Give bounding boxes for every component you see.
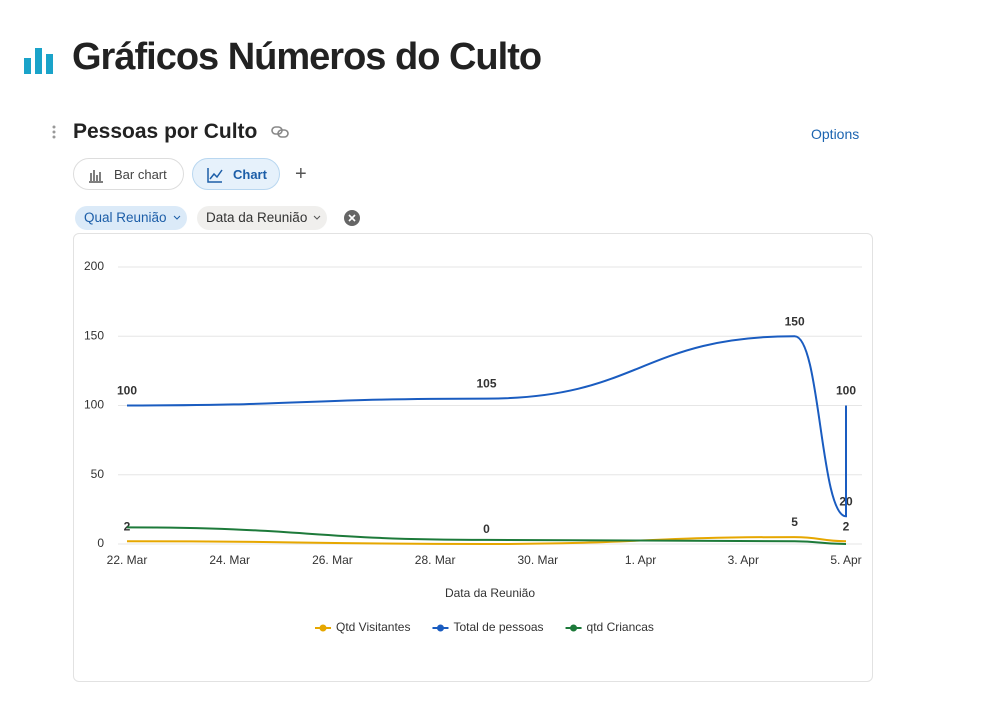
chevron (313, 215, 321, 220)
data-label: 2 (843, 519, 850, 533)
filter-label: Data da Reunião (206, 210, 308, 225)
x-axis-title: Data da Reunião (445, 586, 535, 600)
x-tick-label: 30. Mar (518, 553, 559, 567)
tab-label: Chart (233, 167, 267, 182)
tab-label: Bar chart (114, 167, 167, 182)
data-label: 0 (483, 522, 490, 536)
chevron (173, 215, 180, 220)
chart-card (73, 233, 873, 682)
legend-label: Total de pessoas (453, 620, 543, 634)
y-tick-label: 0 (97, 536, 104, 550)
filter-chip[interactable]: Qual Reunião (75, 206, 187, 230)
tab[interactable]: Bar chart (73, 158, 184, 190)
title-icon (24, 48, 53, 74)
link-icon[interactable] (271, 124, 289, 140)
x-tick-label: 3. Apr (728, 553, 759, 567)
legend-label: Qtd Visitantes (336, 620, 410, 634)
legend-marker (436, 624, 444, 632)
x-tick-label: 1. Apr (625, 553, 656, 567)
x-tick-label: 26. Mar (312, 553, 353, 567)
clear-filters[interactable] (343, 209, 361, 227)
data-label: 100 (836, 384, 856, 398)
x-tick-label: 5. Apr (830, 553, 861, 567)
x-tick-label: 24. Mar (209, 553, 250, 567)
legend-marker (570, 624, 578, 632)
tab[interactable]: Chart (192, 158, 280, 190)
x-tick-label: 28. Mar (415, 553, 456, 567)
x-tick-label: 22. Mar (107, 553, 148, 567)
series-line (126, 526, 847, 545)
data-label: 105 (476, 377, 496, 391)
line-icon (207, 168, 223, 183)
y-tick-label: 150 (84, 328, 104, 342)
bar-icon (89, 170, 103, 183)
series-line (126, 536, 847, 546)
view-title: Pessoas por Culto (73, 120, 258, 143)
y-tick-label: 100 (84, 398, 104, 412)
series-line (126, 335, 847, 518)
data-label: 5 (791, 515, 798, 529)
drag-handle[interactable] (50, 124, 58, 140)
data-label: 150 (785, 314, 805, 328)
data-label: 100 (117, 384, 137, 398)
legend-marker (319, 624, 327, 632)
legend-label: qtd Criancas (587, 620, 654, 634)
filter-chip[interactable]: Data da Reunião (197, 206, 328, 230)
add-view[interactable]: + (295, 163, 307, 185)
filter-label: Qual Reunião (84, 210, 167, 225)
y-tick-label: 50 (91, 467, 105, 481)
y-tick-label: 200 (84, 259, 104, 273)
page-title: Gráficos Números do Culto (72, 36, 542, 78)
options-button[interactable]: Options (811, 126, 860, 142)
